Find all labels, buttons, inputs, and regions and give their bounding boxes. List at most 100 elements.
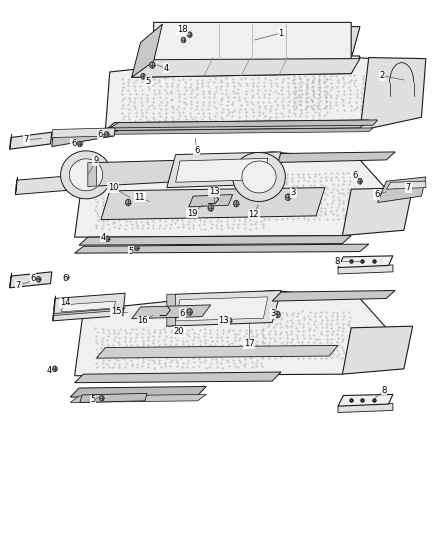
Polygon shape — [74, 372, 280, 383]
Polygon shape — [101, 188, 324, 220]
Text: 5: 5 — [128, 247, 133, 256]
Polygon shape — [15, 177, 18, 195]
Text: 9: 9 — [93, 157, 98, 165]
Circle shape — [125, 199, 131, 206]
Text: 13: 13 — [208, 188, 219, 196]
Text: 13: 13 — [218, 317, 229, 325]
Circle shape — [134, 245, 139, 251]
Text: 6: 6 — [97, 130, 102, 139]
Text: 2: 2 — [378, 71, 384, 80]
Polygon shape — [10, 272, 52, 288]
Text: 6: 6 — [194, 146, 199, 155]
Polygon shape — [105, 120, 368, 131]
Polygon shape — [79, 236, 350, 245]
Polygon shape — [10, 132, 52, 149]
Polygon shape — [10, 273, 12, 288]
Text: 4: 4 — [100, 233, 106, 241]
Polygon shape — [105, 53, 403, 131]
Polygon shape — [342, 326, 412, 374]
Polygon shape — [337, 265, 392, 274]
Circle shape — [187, 309, 192, 315]
Polygon shape — [337, 403, 392, 413]
Text: 16: 16 — [137, 317, 148, 325]
Text: 19: 19 — [187, 209, 197, 217]
Polygon shape — [60, 151, 111, 199]
Polygon shape — [53, 293, 125, 321]
Polygon shape — [110, 128, 372, 134]
Text: 6: 6 — [62, 274, 67, 282]
Polygon shape — [70, 386, 206, 397]
Text: 20: 20 — [173, 327, 184, 336]
Polygon shape — [153, 22, 350, 61]
Polygon shape — [74, 152, 385, 237]
Polygon shape — [131, 56, 359, 77]
Polygon shape — [377, 177, 425, 203]
Polygon shape — [188, 195, 232, 207]
Text: 6: 6 — [30, 274, 35, 282]
Text: 6: 6 — [373, 190, 378, 199]
Circle shape — [141, 74, 145, 79]
Polygon shape — [232, 152, 285, 201]
Circle shape — [36, 277, 41, 282]
Polygon shape — [74, 290, 385, 376]
Circle shape — [99, 395, 104, 401]
Polygon shape — [166, 152, 280, 188]
Circle shape — [285, 194, 290, 200]
Circle shape — [53, 366, 57, 372]
Text: 10: 10 — [108, 183, 118, 192]
Circle shape — [233, 200, 238, 207]
Polygon shape — [131, 59, 359, 77]
Polygon shape — [53, 296, 56, 321]
Polygon shape — [131, 24, 162, 77]
Polygon shape — [337, 394, 392, 406]
Text: 6: 6 — [179, 309, 184, 318]
Text: 6: 6 — [351, 172, 357, 180]
Polygon shape — [175, 297, 267, 321]
Text: 7: 7 — [16, 281, 21, 289]
Text: 6: 6 — [71, 140, 76, 148]
Text: 5: 5 — [90, 395, 95, 404]
Polygon shape — [272, 152, 394, 163]
Text: 8: 8 — [381, 386, 386, 394]
Polygon shape — [337, 256, 392, 268]
Text: 15: 15 — [111, 308, 121, 316]
Circle shape — [187, 32, 191, 37]
Circle shape — [105, 236, 110, 241]
Polygon shape — [80, 393, 147, 402]
Text: 4: 4 — [163, 64, 168, 72]
Text: 8: 8 — [334, 257, 339, 265]
Text: 3: 3 — [270, 309, 275, 318]
Text: 3: 3 — [290, 189, 295, 197]
Polygon shape — [10, 134, 12, 149]
Text: 5: 5 — [145, 77, 151, 85]
Polygon shape — [52, 128, 115, 138]
Circle shape — [208, 205, 213, 211]
Polygon shape — [52, 127, 115, 147]
Polygon shape — [110, 120, 377, 128]
Circle shape — [226, 318, 231, 324]
Text: 18: 18 — [177, 26, 187, 34]
Polygon shape — [166, 290, 280, 326]
Polygon shape — [61, 301, 115, 312]
Polygon shape — [96, 345, 337, 358]
Circle shape — [149, 62, 155, 68]
Polygon shape — [88, 163, 96, 187]
Text: 1: 1 — [278, 29, 283, 37]
Polygon shape — [88, 160, 193, 187]
Polygon shape — [241, 161, 276, 193]
Polygon shape — [69, 159, 102, 191]
Circle shape — [104, 132, 109, 137]
Circle shape — [357, 179, 361, 184]
Polygon shape — [70, 394, 206, 402]
Polygon shape — [272, 290, 394, 301]
Polygon shape — [131, 305, 210, 319]
Polygon shape — [53, 308, 125, 316]
Polygon shape — [166, 294, 175, 326]
Polygon shape — [153, 24, 359, 61]
Polygon shape — [74, 244, 368, 253]
Circle shape — [274, 311, 279, 318]
Polygon shape — [342, 188, 412, 236]
Circle shape — [181, 37, 185, 43]
Text: 14: 14 — [60, 298, 70, 307]
Polygon shape — [15, 176, 69, 195]
